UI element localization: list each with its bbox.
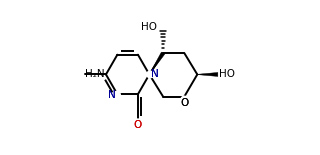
Text: O: O [134,120,142,131]
Text: N: N [151,69,159,80]
Text: N: N [108,90,116,100]
Circle shape [181,96,188,103]
Circle shape [147,71,154,78]
Circle shape [114,91,120,98]
Text: H₂N: H₂N [85,69,104,80]
Text: HO: HO [220,69,236,80]
Text: O: O [134,120,142,131]
Text: HO: HO [141,22,157,32]
Text: N: N [151,69,159,80]
Polygon shape [149,52,165,75]
Polygon shape [197,73,218,76]
Text: N: N [108,90,116,100]
Text: O: O [180,98,188,108]
Circle shape [135,119,141,126]
Text: O: O [180,98,188,108]
